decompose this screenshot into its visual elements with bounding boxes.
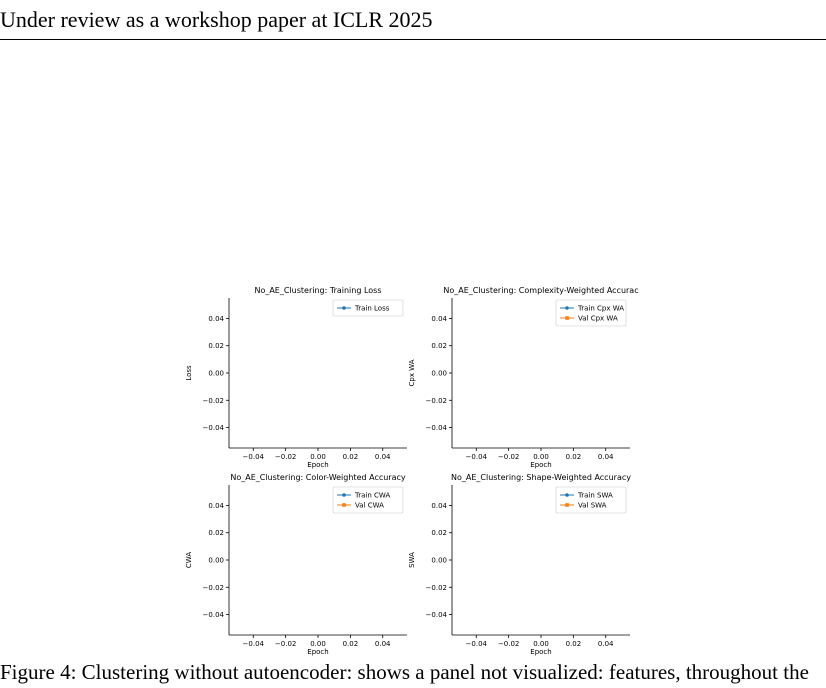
legend-entry: Train SWA (577, 492, 613, 500)
figure-caption: Figure 4: Clustering without autoencoder… (0, 660, 809, 684)
x-tick-label: 0.00 (533, 453, 549, 461)
y-axis-label: Loss (186, 365, 193, 381)
x-tick-label: 0.04 (375, 640, 391, 648)
x-tick-label: 0.04 (375, 453, 391, 461)
legend-box (555, 299, 627, 327)
x-axis-label: Epoch (307, 648, 328, 656)
x-tick-label: 0.00 (310, 640, 326, 648)
figure-panel-grid: No_AE_Clustering: Training Loss 0.04 0.02 0… (186, 286, 639, 656)
x-tick-label: 0.00 (533, 640, 549, 648)
legend-entry: Val CWA (355, 502, 384, 510)
y-tick-label: −0.02 (203, 584, 224, 592)
x-tick-label: 0.00 (310, 453, 326, 461)
legend-marker (565, 306, 569, 310)
x-tick-label: 0.04 (598, 453, 614, 461)
y-tick-label: 0.00 (431, 370, 447, 378)
x-tick-label: −0.04 (243, 453, 265, 461)
legend-entry: Train Loss (354, 305, 390, 313)
y-tick-label: −0.04 (426, 611, 448, 619)
y-tick-label: −0.02 (426, 584, 447, 592)
x-axis-label: Epoch (530, 461, 551, 469)
y-tick-label: −0.02 (426, 397, 447, 405)
x-axis-label: Epoch (530, 648, 551, 656)
y-tick-label: 0.00 (208, 557, 224, 565)
panel-title: No_AE_Clustering: Complexity-Weighted Ac… (443, 286, 638, 295)
x-tick-label: −0.04 (243, 640, 265, 648)
legend-entry: Val SWA (578, 502, 607, 510)
y-tick-label: 0.04 (431, 502, 447, 510)
x-tick-label: 0.02 (343, 453, 359, 461)
legend-box (555, 486, 627, 514)
legend-marker (342, 493, 346, 497)
y-axis-label: CWA (186, 552, 193, 568)
y-tick-label: 0.02 (208, 529, 224, 537)
legend-marker (342, 503, 346, 507)
y-tick-label: 0.02 (431, 529, 447, 537)
y-tick-label: −0.04 (203, 611, 225, 619)
x-tick-label: −0.04 (466, 640, 488, 648)
panel-title: No_AE_Clustering: Training Loss (254, 286, 381, 295)
x-tick-label: 0.04 (598, 640, 614, 648)
y-tick-label: 0.02 (208, 342, 224, 350)
x-tick-label: 0.02 (566, 640, 582, 648)
panel-title: No_AE_Clustering: Color-Weighted Accurac… (230, 473, 406, 482)
y-tick-label: −0.04 (426, 424, 448, 432)
y-tick-label: 0.04 (431, 315, 447, 323)
x-tick-label: 0.02 (566, 453, 582, 461)
legend-entry: Train CWA (354, 492, 390, 500)
y-tick-label: −0.02 (203, 397, 224, 405)
y-tick-label: 0.00 (208, 370, 224, 378)
legend-entry: Val Cpx WA (578, 315, 618, 323)
legend-marker (565, 503, 569, 507)
page-header: Under review as a workshop paper at ICLR… (0, 7, 433, 32)
x-tick-label: 0.02 (343, 640, 359, 648)
legend-marker (342, 306, 346, 310)
y-tick-label: 0.02 (431, 342, 447, 350)
panel-title: No_AE_Clustering: Shape-Weighted Accurac… (451, 473, 631, 482)
y-axis-label: Cpx WA (408, 359, 416, 386)
legend-box (332, 299, 404, 317)
y-tick-label: 0.04 (208, 315, 224, 323)
x-tick-label: −0.04 (466, 453, 488, 461)
x-tick-label: −0.02 (275, 640, 296, 648)
x-tick-label: −0.02 (498, 453, 519, 461)
x-tick-label: −0.02 (498, 640, 519, 648)
y-tick-label: 0.04 (208, 502, 224, 510)
x-tick-label: −0.02 (275, 453, 296, 461)
header-rule (0, 39, 826, 40)
y-axis-label: SWA (408, 552, 416, 568)
y-tick-label: −0.04 (203, 424, 225, 432)
legend-marker (565, 493, 569, 497)
x-axis-label: Epoch (307, 461, 328, 469)
legend-box (332, 486, 404, 514)
y-tick-label: 0.00 (431, 557, 447, 565)
legend-entry: Train Cpx WA (577, 305, 624, 313)
legend-marker (565, 316, 569, 320)
